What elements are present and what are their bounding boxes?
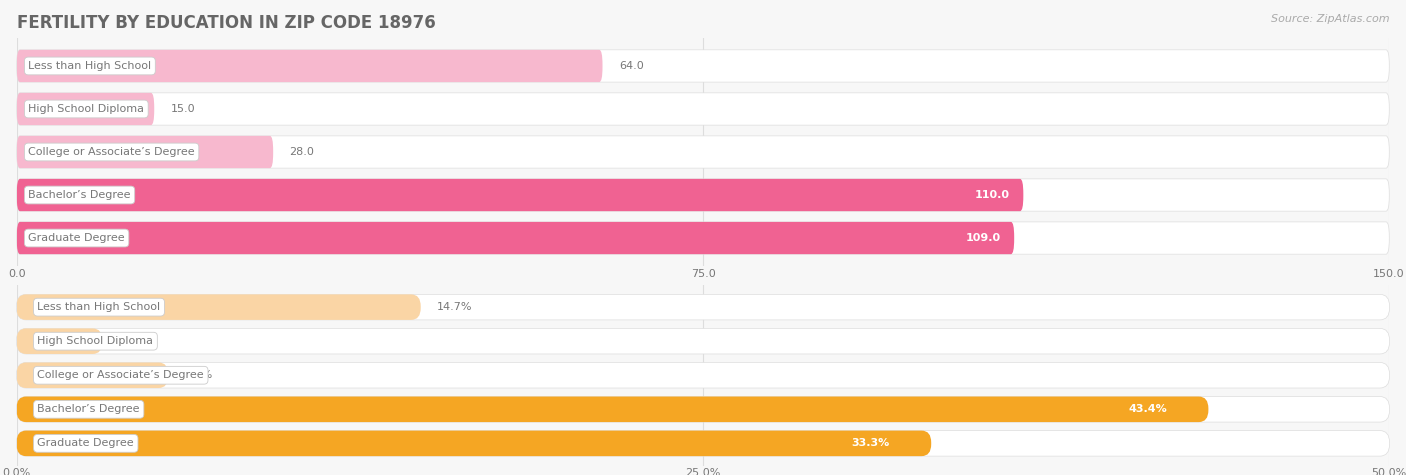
FancyBboxPatch shape [17, 50, 603, 82]
Text: High School Diploma: High School Diploma [38, 336, 153, 346]
FancyBboxPatch shape [17, 136, 273, 168]
Text: 110.0: 110.0 [974, 190, 1010, 200]
Text: 3.1%: 3.1% [118, 336, 146, 346]
Text: Less than High School: Less than High School [38, 302, 160, 312]
FancyBboxPatch shape [17, 136, 1389, 168]
FancyBboxPatch shape [17, 431, 1389, 456]
FancyBboxPatch shape [17, 294, 420, 320]
FancyBboxPatch shape [17, 328, 103, 354]
Text: Source: ZipAtlas.com: Source: ZipAtlas.com [1271, 14, 1389, 24]
FancyBboxPatch shape [17, 93, 1389, 125]
FancyBboxPatch shape [17, 222, 1014, 254]
Text: College or Associate’s Degree: College or Associate’s Degree [38, 370, 204, 380]
Text: 43.4%: 43.4% [1128, 404, 1167, 414]
FancyBboxPatch shape [17, 179, 1389, 211]
FancyBboxPatch shape [17, 431, 931, 456]
Text: Graduate Degree: Graduate Degree [38, 438, 134, 448]
Text: Graduate Degree: Graduate Degree [28, 233, 125, 243]
FancyBboxPatch shape [17, 397, 1208, 422]
FancyBboxPatch shape [17, 179, 1024, 211]
FancyBboxPatch shape [17, 328, 1389, 354]
Text: 33.3%: 33.3% [852, 438, 890, 448]
Text: Less than High School: Less than High School [28, 61, 152, 71]
Text: FERTILITY BY EDUCATION IN ZIP CODE 18976: FERTILITY BY EDUCATION IN ZIP CODE 18976 [17, 14, 436, 32]
FancyBboxPatch shape [17, 362, 169, 388]
Text: 28.0: 28.0 [290, 147, 315, 157]
Text: 14.7%: 14.7% [437, 302, 472, 312]
Text: 15.0: 15.0 [170, 104, 195, 114]
FancyBboxPatch shape [17, 50, 1389, 82]
Text: Bachelor’s Degree: Bachelor’s Degree [28, 190, 131, 200]
FancyBboxPatch shape [17, 93, 155, 125]
Text: 109.0: 109.0 [965, 233, 1000, 243]
FancyBboxPatch shape [17, 362, 1389, 388]
Text: 5.5%: 5.5% [184, 370, 212, 380]
Text: High School Diploma: High School Diploma [28, 104, 145, 114]
FancyBboxPatch shape [17, 397, 1389, 422]
FancyBboxPatch shape [17, 294, 1389, 320]
Text: College or Associate’s Degree: College or Associate’s Degree [28, 147, 195, 157]
Text: Bachelor’s Degree: Bachelor’s Degree [38, 404, 141, 414]
FancyBboxPatch shape [17, 222, 1389, 254]
Text: 64.0: 64.0 [619, 61, 644, 71]
